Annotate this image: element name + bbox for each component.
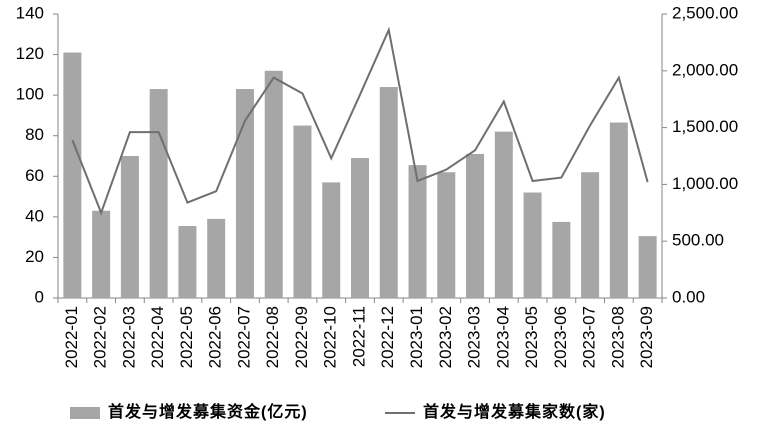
x-tick-label: 2022-03 [119, 306, 138, 368]
bar [92, 210, 111, 298]
legend-label: 首发与增发募集资金(亿元) [108, 402, 308, 421]
legend: 首发与增发募集资金(亿元) 首发与增发募集家数(家) [70, 402, 606, 421]
x-tick-label: 2023-03 [465, 306, 484, 368]
bar [322, 182, 341, 298]
bar [466, 153, 485, 298]
x-tick-label: 2022-05 [177, 306, 196, 368]
bar [552, 221, 571, 298]
bar [638, 236, 657, 298]
y2-tick-label: 2,000.00 [672, 60, 738, 79]
bar [581, 172, 600, 298]
bar [235, 89, 254, 298]
y2-tick-label: 0.00 [672, 287, 705, 306]
y-tick-label: 80 [25, 125, 44, 144]
bar [207, 218, 226, 298]
y-tick-label: 20 [25, 247, 44, 266]
x-tick-label: 2023-09 [637, 306, 656, 368]
x-tick-label: 2022-01 [62, 306, 81, 368]
bar [379, 87, 398, 299]
legend-swatch [70, 407, 100, 419]
x-tick-label: 2022-11 [349, 306, 368, 367]
line [71, 26, 649, 216]
y-tick-label: 0 [35, 287, 44, 306]
y-tick-label: 140 [16, 3, 44, 22]
y2-tick-label: 1,500.00 [672, 117, 738, 136]
x-tick-label: 2023-08 [608, 306, 627, 368]
bar [609, 122, 628, 299]
bar [437, 172, 456, 298]
x-tick-label: 2023-05 [522, 306, 541, 368]
x-tick-label: 2022-07 [234, 306, 253, 368]
x-tick-label: 2023-04 [493, 306, 512, 368]
bar [264, 70, 283, 298]
bar [293, 125, 312, 298]
x-tick-label: 2022-09 [292, 306, 311, 368]
y-tick-label: 120 [16, 44, 44, 63]
x-tick-label: 2022-12 [378, 306, 397, 368]
y2-tick-label: 2,500.00 [672, 3, 738, 22]
legend-label: 首发与增发募集家数(家) [423, 402, 606, 421]
x-tick-label: 2023-07 [580, 306, 599, 368]
bar [494, 131, 513, 298]
y-tick-label: 60 [25, 166, 44, 185]
y2-tick-label: 500.00 [672, 231, 724, 250]
y-tick-label: 40 [25, 206, 44, 225]
bar [120, 156, 139, 298]
bar [178, 225, 197, 298]
bar [149, 89, 168, 298]
x-tick-label: 2023-06 [551, 306, 570, 368]
bar [523, 192, 542, 298]
x-tick-label: 2022-08 [263, 306, 282, 368]
bar [63, 52, 82, 298]
x-tick-label: 2022-04 [148, 306, 167, 368]
y2-tick-label: 1,000.00 [672, 174, 738, 193]
x-tick-label: 2022-02 [91, 306, 110, 368]
bar [408, 165, 427, 298]
x-tick-label: 2023-02 [436, 306, 455, 368]
x-tick-label: 2022-06 [206, 306, 225, 368]
y-tick-label: 100 [16, 85, 44, 104]
x-tick-label: 2023-01 [407, 306, 426, 368]
x-tick-label: 2022-10 [321, 306, 340, 368]
bar [351, 158, 369, 298]
